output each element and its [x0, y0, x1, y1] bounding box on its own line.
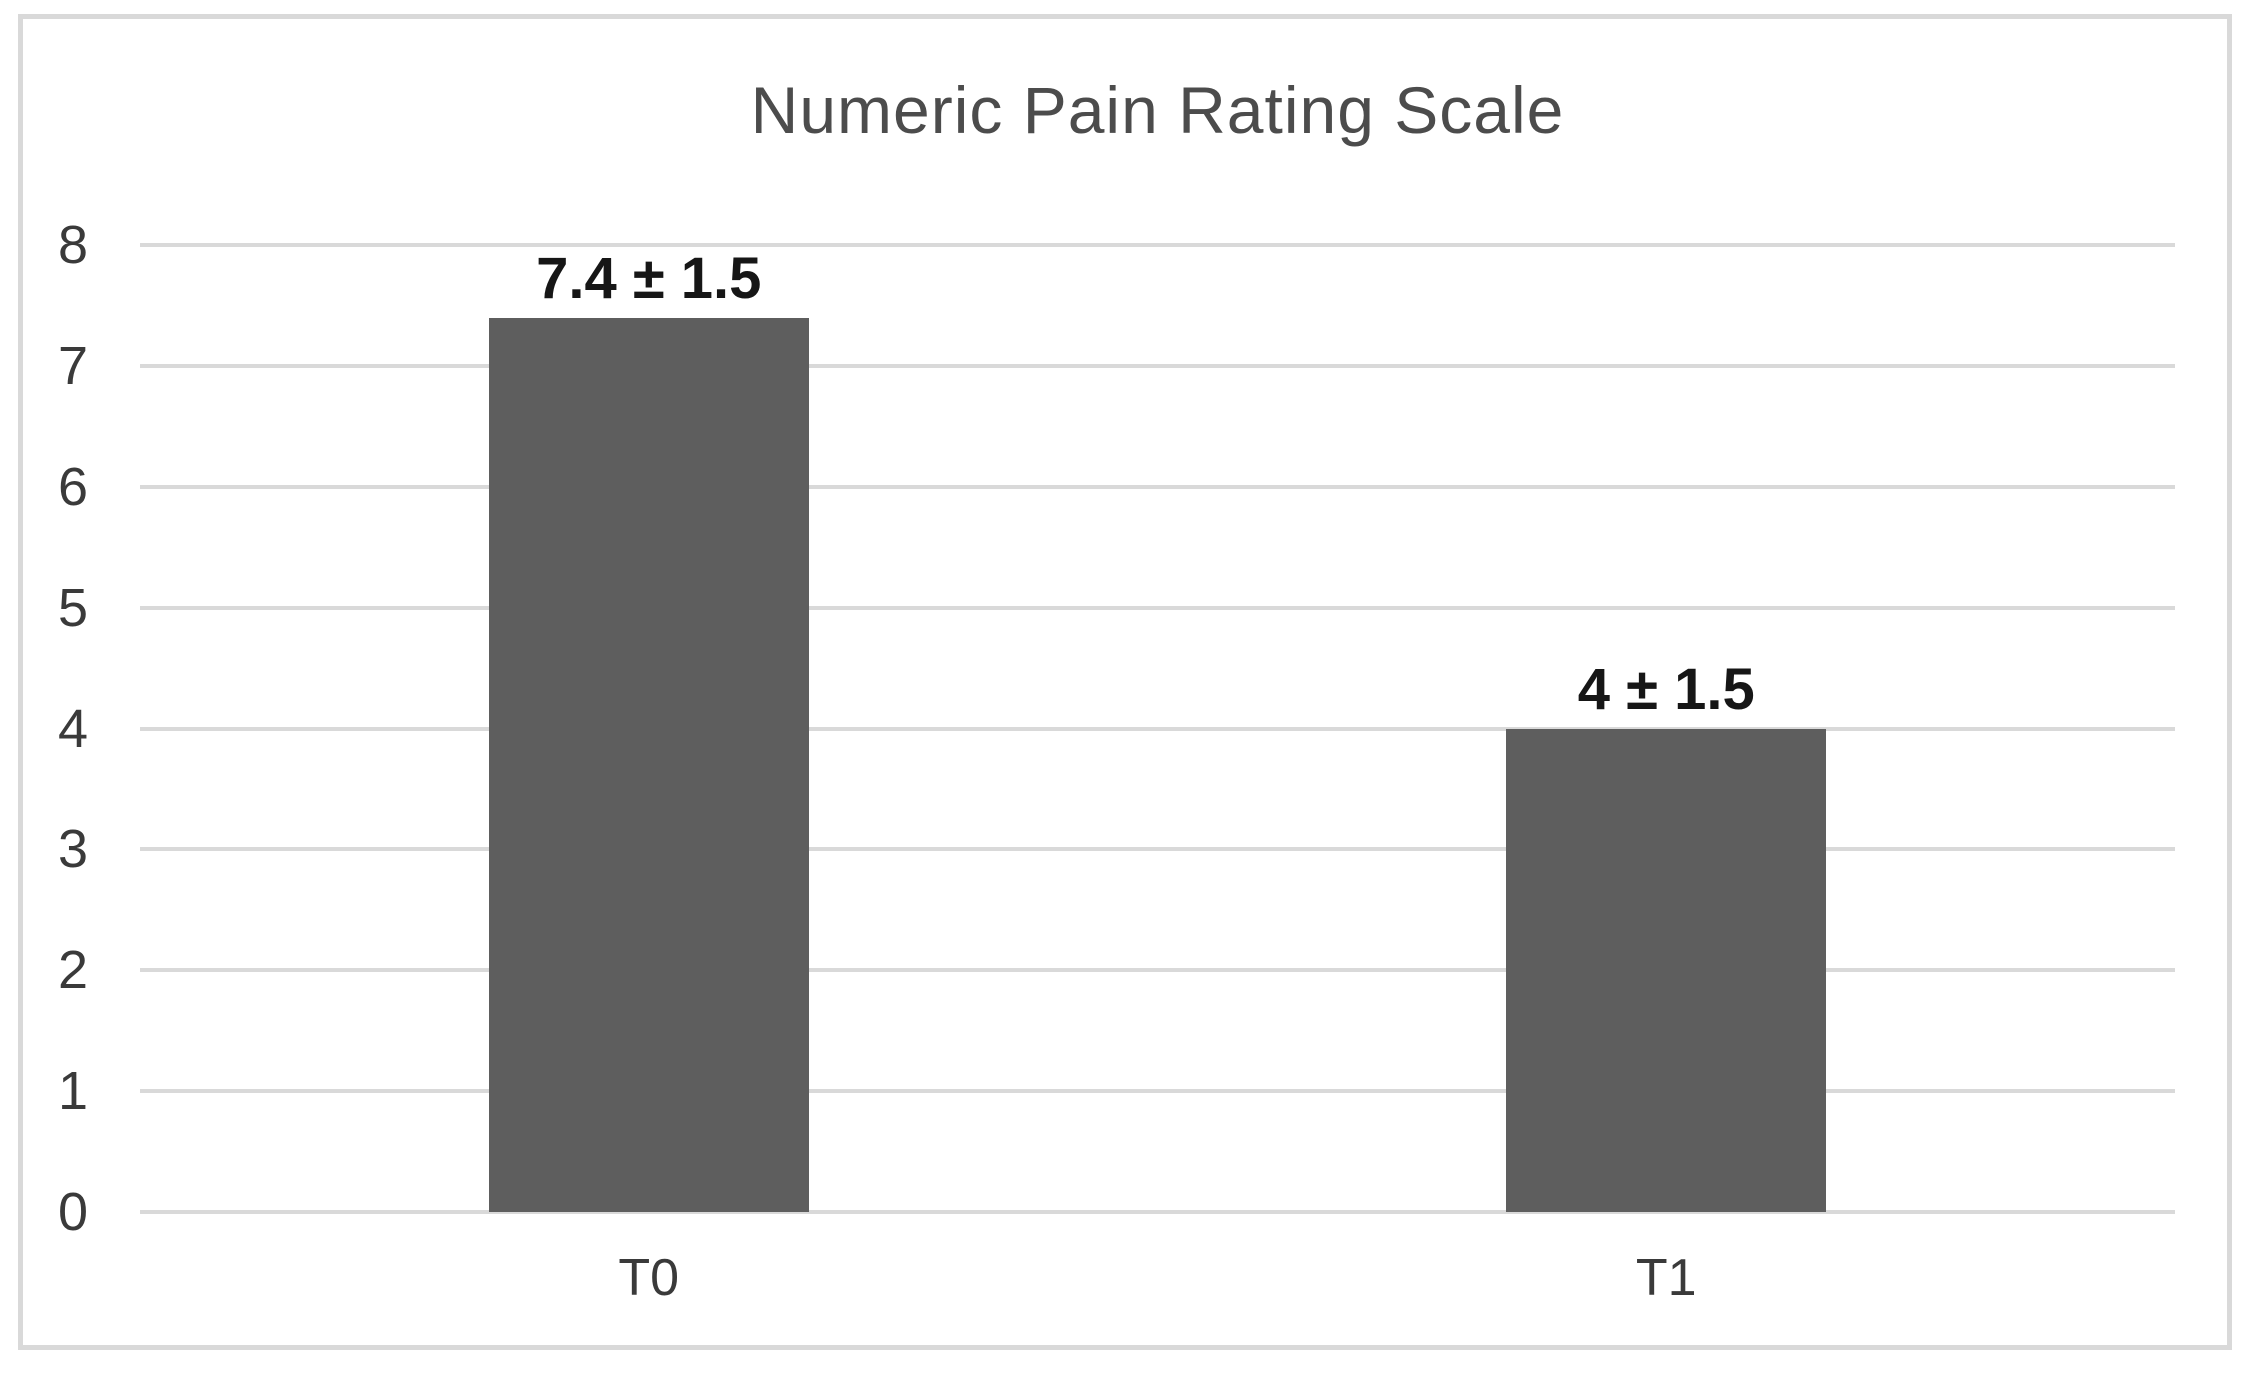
bar-value-label-T0: 7.4 ± 1.5	[536, 245, 762, 311]
x-axis-tick-label-T0: T0	[618, 1249, 680, 1307]
gridline-y-4	[140, 726, 2175, 731]
y-axis-tick-label: 7	[57, 335, 88, 396]
bar-T1	[1506, 728, 1827, 1212]
x-axis-tick-label-T1: T1	[1635, 1249, 1697, 1307]
plot-area	[140, 243, 2175, 1214]
gridline-y-3	[140, 847, 2175, 852]
gridline-y-6	[140, 484, 2175, 489]
bar-value-label-T1: 4 ± 1.5	[1577, 656, 1755, 722]
y-axis-tick-label: 1	[57, 1061, 88, 1122]
y-axis-tick-label: 8	[57, 215, 88, 275]
bar-T0	[488, 317, 809, 1212]
y-axis-tick-label: 4	[57, 698, 88, 759]
gridline-y-0	[140, 1210, 2175, 1214]
y-axis-tick-label: 2	[57, 940, 88, 1001]
gridline-y-7	[140, 363, 2175, 368]
y-axis-tick-label: 0	[57, 1182, 88, 1242]
gridline-y-1	[140, 1089, 2175, 1094]
chart-title: Numeric Pain Rating Scale	[750, 73, 1565, 147]
gridline-y-2	[140, 968, 2175, 973]
gridline-y-8	[140, 243, 2175, 247]
y-axis-tick-label: 6	[57, 456, 88, 517]
gridline-y-5	[140, 605, 2175, 610]
y-axis-tick-label: 3	[57, 819, 88, 880]
y-axis-tick-label: 5	[57, 577, 88, 638]
